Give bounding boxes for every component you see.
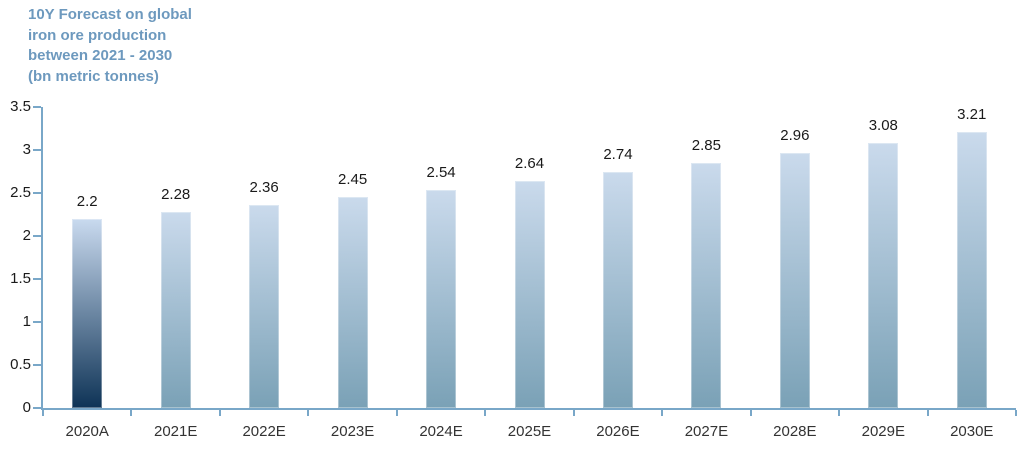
x-axis-category-label: 2025E xyxy=(507,423,552,440)
y-axis-tick xyxy=(33,192,41,194)
y-axis-tick-label: 3 xyxy=(22,141,31,158)
chart-title-line-4: (bn metric tonnes) xyxy=(28,67,159,85)
chart-title-line-1: 10Y Forecast on global xyxy=(28,6,192,23)
y-axis-tick-label: 1 xyxy=(22,313,31,330)
x-axis-category-label: 2021E xyxy=(153,423,198,440)
y-axis-tick-label: 0 xyxy=(22,399,31,416)
x-axis-category-label: 2022E xyxy=(242,423,286,440)
bar-2020a xyxy=(72,218,103,408)
bar-value-label: 3.08 xyxy=(868,117,898,135)
x-axis-category-label: 2027E xyxy=(684,423,729,440)
x-axis-category-label: 2028E xyxy=(773,423,817,440)
bar-value-label: 2.96 xyxy=(780,127,810,145)
x-axis-category-label: 2026E xyxy=(596,423,640,440)
x-axis-tick xyxy=(218,410,221,416)
y-axis-tick-label: 2 xyxy=(22,227,31,244)
bar-2026e xyxy=(602,172,633,408)
bar-value-label: 2.2 xyxy=(76,192,98,210)
y-axis-tick-label: 3.5 xyxy=(10,98,31,115)
bar-value-label: 2.74 xyxy=(603,146,633,164)
x-axis-category-label: 2030E xyxy=(950,423,994,440)
bar-value-label: 2.36 xyxy=(249,179,279,197)
x-axis-tick xyxy=(838,410,841,416)
bar-2022e xyxy=(249,205,280,408)
bar-2023e xyxy=(337,197,368,408)
bar-value-label: 2.85 xyxy=(691,136,721,154)
x-axis-tick xyxy=(749,410,752,416)
bar-value-label: 2.28 xyxy=(161,185,191,203)
y-axis-tick xyxy=(33,149,41,151)
x-axis-tick xyxy=(661,410,664,416)
y-axis-tick xyxy=(33,364,41,366)
bar-2025e xyxy=(514,180,545,408)
chart-title: 10Y Forecast on global iron ore producti… xyxy=(28,5,192,87)
bar-2028e xyxy=(779,153,810,408)
y-axis-tick xyxy=(33,235,41,237)
y-axis-tick-label: 0.5 xyxy=(10,356,31,373)
bar-2021e xyxy=(160,211,191,408)
x-axis-tick xyxy=(307,410,310,416)
bar-2029e xyxy=(868,143,899,408)
x-axis-tick xyxy=(130,410,133,416)
x-axis-category-label: 2029E xyxy=(861,423,905,440)
x-axis-category-label: 2023E xyxy=(330,423,375,440)
bar-value-label: 2.54 xyxy=(426,163,456,181)
y-axis-tick xyxy=(33,321,41,323)
x-axis-tick xyxy=(926,410,929,416)
y-axis-tick-label: 1.5 xyxy=(10,270,31,287)
chart-title-line-2: iron ore production xyxy=(28,26,167,44)
y-axis-tick-label: 2.5 xyxy=(10,184,31,201)
x-axis-tick xyxy=(42,410,44,416)
x-axis-tick xyxy=(484,410,487,416)
y-axis-line xyxy=(41,107,43,410)
y-axis-tick xyxy=(33,407,41,409)
bar-2024e xyxy=(426,189,457,408)
bar-2027e xyxy=(691,162,722,408)
chart-title-line-3: between 2021 - 2030 xyxy=(28,47,173,64)
x-axis-line xyxy=(41,408,1016,410)
y-axis-tick xyxy=(33,278,41,280)
x-axis-tick xyxy=(1015,410,1017,416)
x-axis-tick xyxy=(395,410,398,416)
bar-value-label: 2.45 xyxy=(337,171,368,189)
bar-2030e xyxy=(956,131,987,408)
x-axis-category-label: 2024E xyxy=(419,423,463,440)
bar-value-label: 2.64 xyxy=(514,154,545,172)
y-axis-tick xyxy=(33,106,41,108)
x-axis-tick xyxy=(572,410,575,416)
x-axis-category-label: 2020A xyxy=(65,423,109,440)
bar-value-label: 3.21 xyxy=(957,105,987,123)
